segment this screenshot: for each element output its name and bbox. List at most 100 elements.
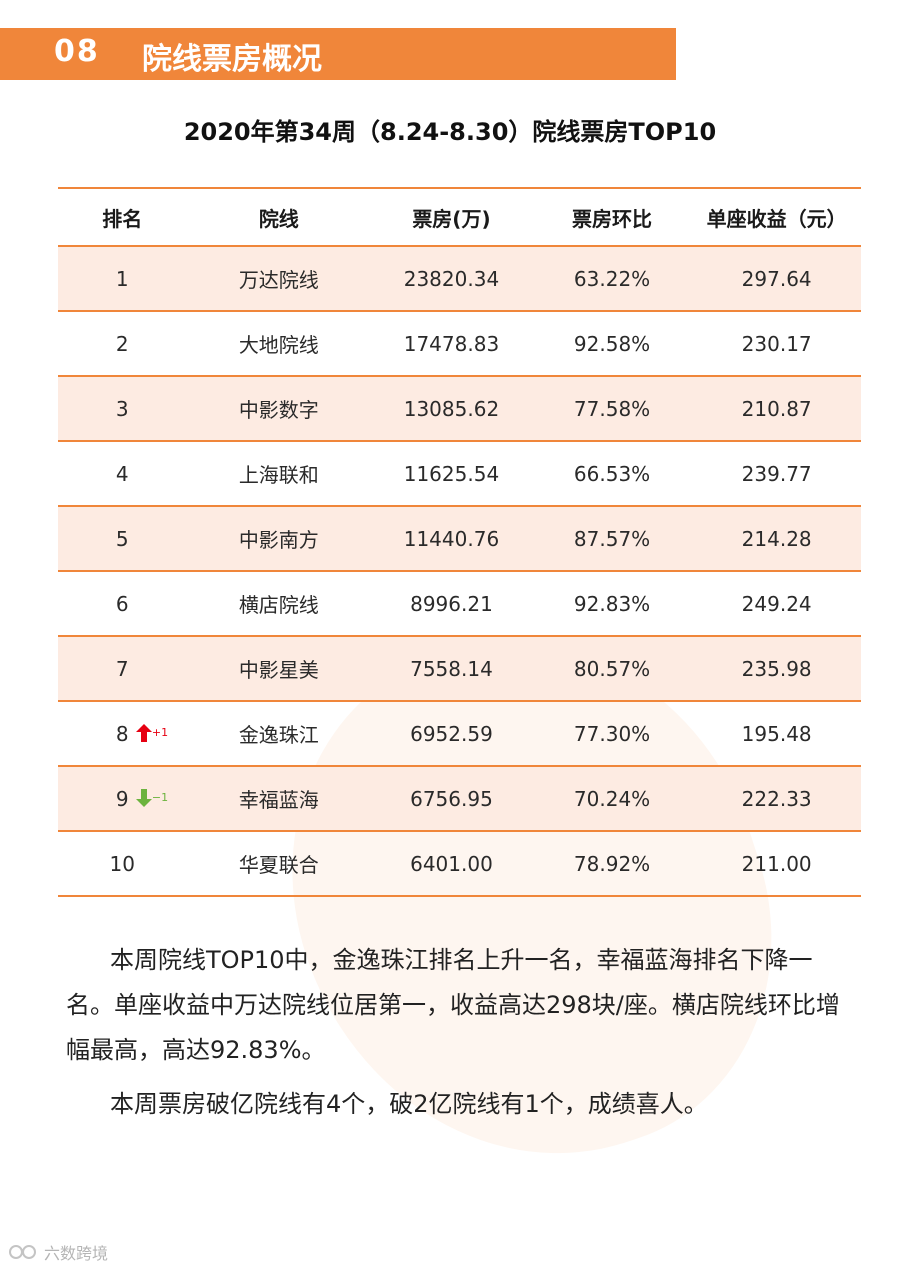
- cell-rank: 10: [58, 830, 187, 897]
- cell-mom: 87.57%: [531, 505, 693, 571]
- header-chain: 院线: [186, 187, 372, 246]
- cell-box-office: 13085.62: [371, 375, 532, 441]
- rank-value-wrap: 1: [116, 267, 129, 291]
- rank-trend: +1: [135, 723, 169, 743]
- cell-chain: 横店院线: [186, 570, 372, 636]
- cell-rank: 7: [58, 635, 187, 701]
- cell-rank: 2: [58, 310, 187, 376]
- cell-box-office: 17478.83: [371, 310, 532, 376]
- rank-number: 4: [115, 461, 129, 486]
- cell-chain: 中影数字: [186, 375, 372, 441]
- cell-chain: 万达院线: [186, 245, 372, 311]
- cell-chain: 幸福蓝海: [186, 765, 372, 831]
- cell-box-office: 11625.54: [371, 440, 532, 506]
- rank-value-wrap: 6: [116, 592, 129, 616]
- rank-value-wrap: 2: [116, 332, 129, 356]
- brand-name: 六数跨境: [44, 1244, 109, 1263]
- table-title: 2020年第34周（8.24-8.30）院线票房TOP10: [183, 118, 717, 146]
- cell-rank: 8 +1: [58, 700, 187, 766]
- table-row: 1 万达院线 23820.34 63.22% 297.64: [58, 245, 861, 311]
- rank-value-wrap: 8 +1: [115, 721, 168, 746]
- cell-rank: 5: [58, 505, 187, 571]
- cell-rank: 4: [58, 440, 187, 506]
- cell-mom: 63.22%: [531, 245, 693, 311]
- cell-box-office: 23820.34: [371, 245, 532, 311]
- cell-rank: 6: [58, 570, 187, 636]
- table-row: 10 华夏联合 6401.00 78.92% 211.00: [58, 830, 861, 897]
- rank-value-wrap: 4: [116, 462, 129, 486]
- box-office-table: 排名 院线 票房(万) 票房环比 单座收益（元） 1 万达院线 23820.34 63…: [58, 187, 861, 897]
- table-row: 9 −1 幸福蓝海 6756.95 70.24% 222.33: [58, 765, 861, 831]
- rank-number: 10: [109, 851, 135, 876]
- cell-mom: 92.83%: [531, 570, 693, 636]
- rank-value-wrap: 10: [110, 852, 135, 876]
- cell-per-seat: 230.17: [692, 310, 861, 376]
- cell-mom: 77.58%: [531, 375, 693, 441]
- cell-chain: 金逸珠江: [186, 700, 372, 766]
- cell-mom: 77.30%: [531, 700, 693, 766]
- rank-value-wrap: 7: [116, 657, 129, 681]
- cell-per-seat: 222.33: [692, 765, 861, 831]
- rank-value-wrap: 5: [116, 527, 129, 551]
- rank-number: 5: [115, 526, 129, 551]
- summary-paragraph-1: 本周院线TOP10中，金逸珠江排名上升一名，幸福蓝海排名下降一名。单座收益中万达…: [66, 946, 840, 1064]
- section-header-bar: 08 院线票房概况: [0, 28, 676, 80]
- cell-chain: 中影星美: [186, 635, 372, 701]
- cell-chain: 中影南方: [186, 505, 372, 571]
- cell-box-office: 6756.95: [371, 765, 532, 831]
- cell-per-seat: 214.28: [692, 505, 861, 571]
- table-row: 6 横店院线 8996.21 92.83% 249.24: [58, 570, 861, 636]
- table-row: 5 中影南方 11440.76 87.57% 214.28: [58, 505, 861, 571]
- table-row: 7 中影星美 7558.14 80.57% 235.98: [58, 635, 861, 701]
- header-per-seat: 单座收益（元）: [692, 187, 861, 246]
- rank-number: 9: [115, 786, 129, 811]
- brand-watermark: 六数跨境: [8, 1240, 108, 1264]
- rank-value-wrap: 9 −1: [115, 786, 168, 811]
- cell-mom: 70.24%: [531, 765, 693, 831]
- rank-trend: −1: [135, 788, 169, 808]
- table-header-row: 排名 院线 票房(万) 票房环比 单座收益（元）: [58, 187, 861, 246]
- table-row: 4 上海联和 11625.54 66.53% 239.77: [58, 440, 861, 506]
- cell-chain: 大地院线: [186, 310, 372, 376]
- rank-change-label: +1: [151, 725, 169, 739]
- cell-mom: 92.58%: [531, 310, 693, 376]
- cell-rank: 3: [58, 375, 187, 441]
- header-mom: 票房环比: [531, 187, 693, 246]
- cell-box-office: 8996.21: [371, 570, 532, 636]
- section-number: 08: [54, 34, 100, 69]
- rank-number: 3: [115, 396, 129, 421]
- cell-rank: 1: [58, 245, 187, 311]
- header-rank: 排名: [58, 187, 187, 246]
- cell-mom: 80.57%: [531, 635, 693, 701]
- rank-number: 2: [115, 331, 129, 356]
- rank-change-label: −1: [151, 790, 169, 804]
- cell-per-seat: 249.24: [692, 570, 861, 636]
- cell-chain: 上海联和: [186, 440, 372, 506]
- cell-box-office: 6401.00: [371, 830, 532, 897]
- cell-rank: 9 −1: [58, 765, 187, 831]
- section-title: 院线票房概况: [142, 42, 322, 77]
- brand-logo-icon: [9, 1245, 36, 1259]
- arrow-down-icon: [135, 788, 152, 807]
- cell-box-office: 6952.59: [371, 700, 532, 766]
- cell-mom: 78.92%: [531, 830, 693, 897]
- cell-per-seat: 211.00: [692, 830, 861, 897]
- table-row: 2 大地院线 17478.83 92.58% 230.17: [58, 310, 861, 376]
- cell-per-seat: 239.77: [692, 440, 861, 506]
- cell-box-office: 7558.14: [371, 635, 532, 701]
- cell-per-seat: 235.98: [692, 635, 861, 701]
- table-row: 3 中影数字 13085.62 77.58% 210.87: [58, 375, 861, 441]
- arrow-up-icon: [135, 723, 152, 742]
- cell-chain: 华夏联合: [186, 830, 372, 897]
- table-row: 8 +1 金逸珠江 6952.59 77.30% 195.48: [58, 700, 861, 766]
- cell-per-seat: 297.64: [692, 245, 861, 311]
- summary-paragraph-2: 本周票房破亿院线有4个，破2亿院线有1个，成绩喜人。: [110, 1090, 708, 1118]
- cell-box-office: 11440.76: [371, 505, 532, 571]
- rank-number: 6: [115, 591, 129, 616]
- rank-number: 1: [115, 266, 129, 291]
- rank-number: 8: [115, 721, 129, 746]
- cell-mom: 66.53%: [531, 440, 693, 506]
- cell-per-seat: 195.48: [692, 700, 861, 766]
- rank-number: 7: [115, 656, 129, 681]
- rank-value-wrap: 3: [116, 397, 129, 421]
